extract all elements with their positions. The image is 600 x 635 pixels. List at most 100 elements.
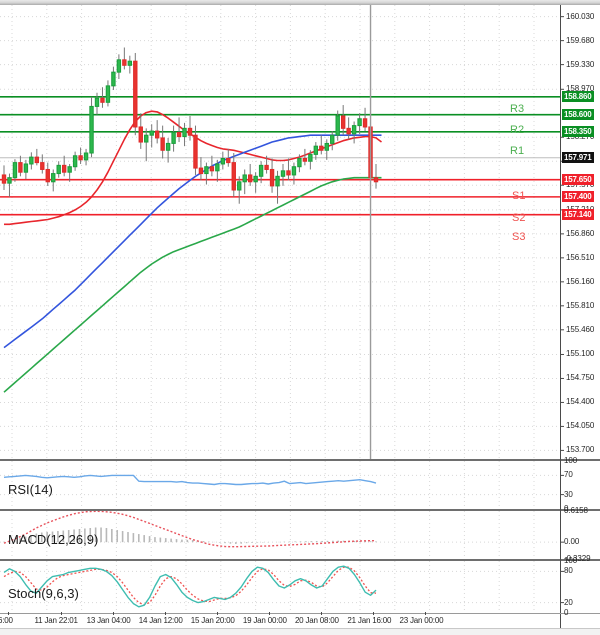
x-axis-tick-label: 6:00	[0, 616, 13, 625]
candlestick[interactable]	[138, 113, 143, 149]
macd-panel-divider	[0, 509, 600, 511]
stoch-indicator-panel[interactable]	[0, 561, 600, 613]
candlestick[interactable]	[357, 113, 362, 134]
candlestick[interactable]	[253, 172, 258, 193]
candlestick[interactable]	[231, 153, 236, 197]
candle-body	[144, 134, 149, 143]
candle-body	[357, 118, 362, 127]
candlestick[interactable]	[335, 110, 340, 141]
candlestick[interactable]	[83, 148, 89, 166]
candlestick[interactable]	[154, 120, 160, 144]
candlestick[interactable]	[291, 162, 297, 185]
candle-body	[286, 170, 291, 176]
candlestick[interactable]	[297, 154, 302, 173]
candle-body	[127, 60, 133, 66]
candle-body	[220, 157, 226, 165]
x-axis-tick-mark	[112, 612, 114, 615]
x-axis-tick-mark	[373, 612, 375, 615]
x-axis-tick-label: 13 Jan 04:00	[86, 616, 131, 625]
candle-body	[237, 181, 242, 191]
candlestick[interactable]	[275, 170, 280, 204]
candle-body	[182, 127, 187, 138]
candlestick[interactable]	[29, 152, 34, 170]
candle-body	[171, 131, 176, 144]
candlestick[interactable]	[133, 52, 138, 136]
candlestick[interactable]	[100, 87, 105, 108]
candlestick[interactable]	[105, 80, 111, 107]
candlestick[interactable]	[269, 158, 275, 193]
candle-body	[111, 71, 116, 87]
candlestick[interactable]	[127, 55, 133, 74]
candlestick[interactable]	[346, 117, 351, 140]
candlestick[interactable]	[56, 161, 61, 178]
candle-body	[154, 130, 160, 139]
price-chart-canvas[interactable]	[0, 5, 600, 460]
candlestick[interactable]	[40, 154, 45, 174]
candlestick[interactable]	[198, 157, 204, 181]
candlestick[interactable]	[34, 148, 40, 166]
candlestick[interactable]	[144, 128, 149, 162]
candlestick[interactable]	[324, 139, 329, 160]
macd-scale-label: 0.6158	[564, 506, 588, 515]
candlestick[interactable]	[373, 163, 379, 189]
candlestick[interactable]	[204, 162, 209, 185]
macd-canvas[interactable]	[0, 511, 600, 559]
rsi-indicator-panel[interactable]	[0, 461, 600, 509]
candlestick[interactable]	[308, 150, 313, 170]
candlestick[interactable]	[94, 92, 100, 115]
candlestick[interactable]	[247, 163, 253, 186]
candlestick[interactable]	[264, 155, 269, 174]
candlestick[interactable]	[351, 121, 357, 144]
candlestick[interactable]	[18, 155, 23, 177]
candlestick[interactable]	[319, 135, 324, 155]
price-chart-panel[interactable]	[0, 5, 600, 460]
stoch-canvas[interactable]	[0, 561, 600, 613]
candlestick[interactable]	[67, 163, 72, 182]
candlestick[interactable]	[149, 124, 154, 148]
candlestick[interactable]	[340, 105, 346, 136]
rsi-canvas[interactable]	[0, 461, 600, 509]
x-axis-tick-label: 19 Jan 00:00	[242, 616, 287, 625]
candlestick[interactable]	[160, 125, 165, 159]
candlestick[interactable]	[165, 137, 171, 163]
candlestick[interactable]	[61, 155, 67, 177]
candlestick[interactable]	[12, 159, 18, 182]
candlestick[interactable]	[330, 131, 335, 151]
candlestick[interactable]	[89, 96, 94, 158]
candlestick[interactable]	[286, 158, 291, 181]
candlestick[interactable]	[362, 107, 368, 132]
candle-body	[335, 115, 340, 136]
macd-indicator-panel[interactable]	[0, 511, 600, 559]
candlestick[interactable]	[176, 117, 182, 143]
candlestick[interactable]	[258, 161, 264, 184]
candlestick[interactable]	[215, 159, 220, 182]
candlestick[interactable]	[1, 165, 7, 191]
candle-body	[72, 155, 78, 168]
candlestick[interactable]	[220, 151, 226, 170]
candlestick[interactable]	[302, 148, 308, 166]
candlestick[interactable]	[237, 176, 242, 204]
candlestick[interactable]	[51, 169, 56, 192]
candlestick[interactable]	[45, 162, 50, 186]
candle-body	[133, 60, 138, 128]
candlestick[interactable]	[72, 151, 78, 171]
candlestick[interactable]	[116, 54, 122, 80]
candlestick[interactable]	[171, 125, 176, 152]
candle-body	[231, 162, 236, 191]
candlestick[interactable]	[78, 147, 83, 164]
candlestick[interactable]	[111, 66, 116, 90]
candlestick[interactable]	[242, 169, 247, 195]
candlestick[interactable]	[280, 163, 286, 186]
candlestick[interactable]	[7, 173, 12, 197]
candlestick[interactable]	[313, 142, 319, 160]
candlestick[interactable]	[23, 159, 29, 180]
candle-body	[160, 137, 165, 151]
x-axis-tick-label: 21 Jan 16:00	[347, 616, 392, 625]
candlestick[interactable]	[226, 148, 231, 167]
candlestick[interactable]	[187, 116, 193, 141]
candlestick[interactable]	[193, 125, 198, 175]
candlestick[interactable]	[209, 155, 215, 177]
candlestick[interactable]	[182, 122, 187, 147]
indicator-scale-label: 70	[564, 470, 573, 480]
candlestick[interactable]	[122, 47, 127, 70]
